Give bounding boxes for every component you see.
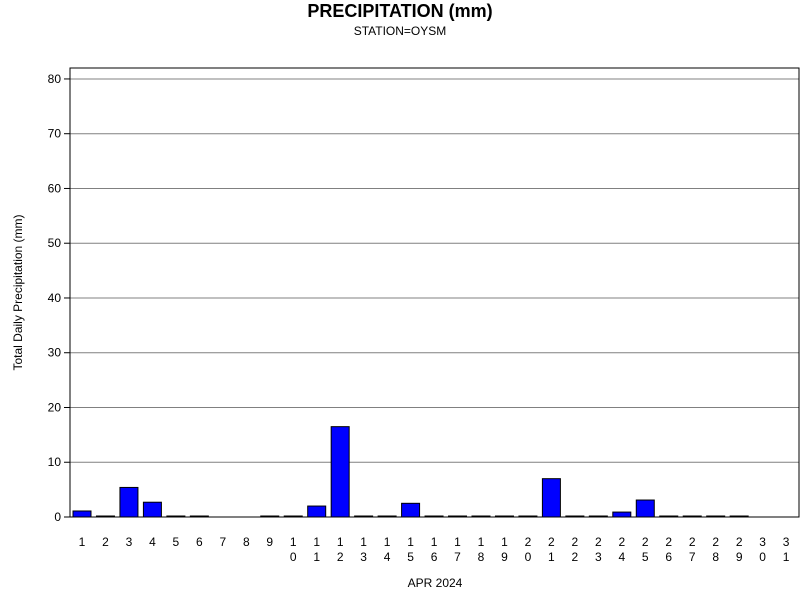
y-tick-label: 60 <box>48 181 62 195</box>
bar-day-21 <box>541 478 561 518</box>
bar-series <box>72 426 749 518</box>
x-tick-label: 9 <box>266 535 273 549</box>
grid-lines <box>70 78 799 463</box>
bar-day-12 <box>330 426 350 518</box>
x-axis-ticks: 1 2 3 4 5 6 7 8 9 1 01 11 21 31 41 51 61 71 81 92 02 12 22 32 42… <box>79 535 790 564</box>
plot-frame <box>69 67 800 518</box>
y-tick-label: 0 <box>54 510 61 524</box>
y-tick-label: 10 <box>48 455 62 469</box>
y-axis-ticks: 0 10 20 30 40 50 60 70 80 <box>48 72 70 524</box>
chart-subtitle: STATION=OYSM <box>353 24 447 38</box>
x-axis-label: APR 2024 <box>408 576 463 590</box>
bar-day-1 <box>72 510 92 518</box>
chart-title: PRECIPITATION (mm) <box>307 1 493 21</box>
bar-day-11 <box>307 505 327 518</box>
y-tick-label: 30 <box>48 346 62 360</box>
bar-day-25 <box>635 499 655 518</box>
x-tick-label: 5 <box>173 535 180 549</box>
y-tick-label: 80 <box>48 72 62 86</box>
y-axis-label: Total Daily Precipitation (mm) <box>11 214 25 370</box>
x-tick-label: 4 <box>149 535 156 549</box>
y-tick-label: 70 <box>48 127 62 141</box>
x-tick-label: 7 <box>219 535 226 549</box>
bar-day-24 <box>612 511 632 518</box>
bar-day-4 <box>142 501 162 518</box>
y-tick-label: 40 <box>48 291 62 305</box>
y-tick-label: 20 <box>48 400 62 414</box>
bar-day-3 <box>119 486 139 518</box>
x-tick-label: 3 <box>126 535 133 549</box>
x-tick-label: 8 <box>243 535 250 549</box>
x-tick-label: 6 <box>196 535 203 549</box>
x-tick-label: 1 <box>79 535 86 549</box>
y-tick-label: 50 <box>48 236 62 250</box>
bar-day-15 <box>401 502 421 518</box>
x-tick-label: 2 <box>102 535 109 549</box>
